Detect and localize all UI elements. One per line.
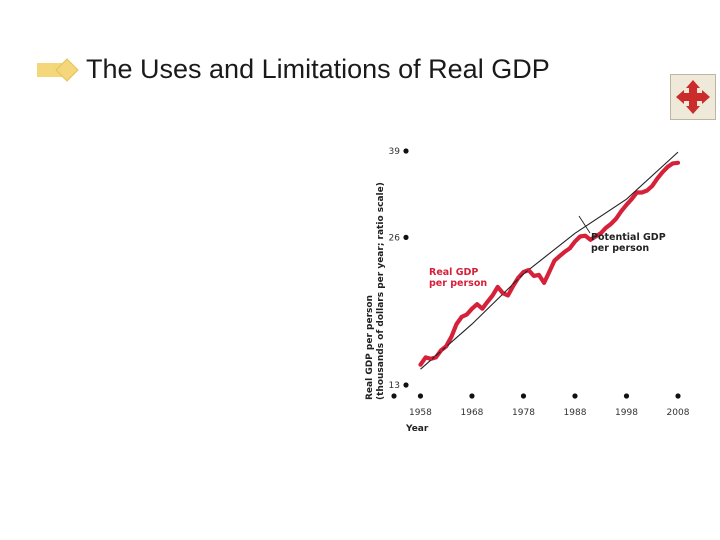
real-gdp-point bbox=[542, 281, 546, 285]
real-gdp-point bbox=[614, 217, 618, 220]
real-gdp-point bbox=[537, 273, 541, 277]
x-tick-label: 1998 bbox=[615, 408, 638, 418]
real-gdp-point bbox=[480, 307, 484, 311]
real-gdp-point bbox=[645, 189, 649, 192]
real-gdp-point bbox=[506, 293, 510, 297]
x-axis-title: Year bbox=[405, 424, 429, 434]
y-tick-mark bbox=[403, 234, 409, 240]
real-gdp-point bbox=[424, 355, 428, 359]
real-gdp-point bbox=[594, 235, 597, 238]
y-tick-label: 26 bbox=[389, 233, 401, 243]
real-gdp-point bbox=[496, 285, 500, 289]
navigation-button[interactable] bbox=[670, 74, 716, 120]
real-gdp-point bbox=[563, 250, 567, 254]
real-gdp-point bbox=[455, 322, 458, 326]
x-tick-label: 1968 bbox=[461, 408, 484, 418]
real-gdp-point bbox=[666, 165, 670, 169]
y-tick-label: 39 bbox=[389, 147, 401, 157]
real-gdp-point bbox=[640, 191, 644, 194]
real-gdp-point bbox=[671, 161, 675, 165]
y-tick-mark bbox=[403, 382, 409, 388]
potential-annotation-label: Potential GDP bbox=[591, 232, 666, 243]
real-gdp-point bbox=[676, 161, 680, 165]
x-tick-mark bbox=[391, 393, 397, 399]
potential-annotation-label: per person bbox=[591, 243, 649, 254]
real-gdp-point bbox=[429, 357, 433, 361]
real-gdp-point bbox=[460, 315, 464, 319]
real-gdp-point bbox=[486, 300, 489, 304]
real-gdp-point bbox=[583, 234, 587, 238]
real-gdp-point bbox=[527, 268, 531, 272]
real-gdp-point bbox=[568, 246, 572, 250]
x-tick-label: 1958 bbox=[409, 408, 432, 418]
y-tick-mark bbox=[403, 148, 409, 154]
real-annotation-label: Real GDP bbox=[429, 267, 478, 278]
x-tick-mark bbox=[417, 393, 424, 399]
real-gdp-point bbox=[650, 184, 654, 188]
real-gdp-point bbox=[444, 344, 448, 348]
slide-title: The Uses and Limitations of Real GDP bbox=[86, 54, 550, 84]
x-tick-mark bbox=[572, 393, 578, 399]
real-gdp-point bbox=[470, 307, 474, 311]
real-gdp-point bbox=[558, 254, 561, 258]
real-gdp-point bbox=[501, 291, 505, 295]
x-tick-mark bbox=[623, 393, 630, 399]
real-gdp-point bbox=[625, 203, 628, 207]
real-gdp-point bbox=[475, 302, 479, 306]
real-gdp-point bbox=[599, 231, 603, 235]
x-tick-label: 1988 bbox=[564, 408, 587, 418]
potential-annotation-leader bbox=[578, 215, 591, 234]
real-gdp-point bbox=[511, 284, 515, 288]
real-gdp-point bbox=[532, 274, 536, 278]
real-gdp-point bbox=[604, 226, 608, 230]
potential-gdp-line bbox=[420, 151, 679, 370]
real-gdp-point bbox=[522, 270, 525, 274]
real-gdp-point bbox=[547, 270, 551, 274]
x-tick-label: 2008 bbox=[667, 408, 690, 418]
real-gdp-point bbox=[619, 209, 623, 213]
real-gdp-point bbox=[439, 348, 443, 352]
four-way-arrows-icon bbox=[676, 80, 710, 114]
real-gdp-point bbox=[552, 259, 556, 263]
real-gdp-point bbox=[589, 238, 592, 242]
real-gdp-point bbox=[573, 240, 577, 243]
y-axis-title: Real GDP per person bbox=[365, 295, 375, 400]
real-annotation-label: per person bbox=[429, 278, 487, 289]
x-tick-mark bbox=[675, 393, 681, 399]
real-gdp-point bbox=[491, 293, 494, 297]
y-tick-label: 13 bbox=[389, 381, 400, 391]
x-tick-label: 1978 bbox=[512, 408, 535, 418]
diamond-bullet-icon bbox=[37, 58, 79, 82]
real-gdp-point bbox=[465, 313, 469, 316]
x-tick-mark bbox=[469, 393, 475, 399]
real-gdp-point bbox=[449, 335, 453, 339]
y-axis-subtitle: (thousands of dollars per year; ratio sc… bbox=[376, 182, 386, 400]
real-gdp-point bbox=[655, 176, 659, 180]
x-tick-mark bbox=[520, 393, 527, 399]
real-gdp-point bbox=[516, 276, 520, 280]
real-gdp-point bbox=[609, 222, 613, 226]
real-gdp-point bbox=[661, 170, 664, 174]
real-gdp-point bbox=[578, 235, 582, 238]
real-gdp-point bbox=[434, 355, 438, 359]
real-gdp-line bbox=[418, 160, 681, 367]
real-gdp-point bbox=[630, 197, 634, 201]
real-gdp-point bbox=[419, 363, 422, 367]
real-gdp-point bbox=[635, 191, 639, 194]
